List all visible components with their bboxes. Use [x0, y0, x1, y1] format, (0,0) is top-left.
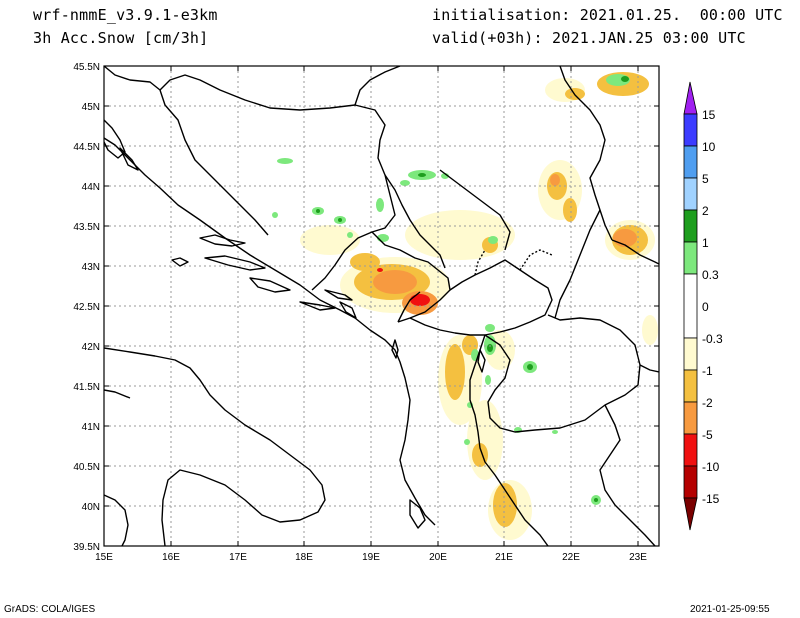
lat-label: 44N: [82, 182, 100, 193]
colorbar-segment: [683, 145, 698, 179]
colorbar-label: 0.3: [702, 268, 719, 282]
lat-label: 40N: [82, 502, 100, 513]
lat-label: 39.5N: [73, 542, 100, 553]
initialisation-time: initialisation: 2021.01.25. 00:00 UTC: [432, 6, 783, 24]
colorbar-top-arrow: [683, 81, 698, 115]
colorbar-segment: [683, 209, 698, 243]
colorbar-label: -2: [702, 396, 713, 410]
valid-time: valid(+03h): 2021.JAN.25 03:00 UTC: [432, 29, 746, 47]
tick-marks: [103, 65, 659, 547]
lat-label: 40.5N: [73, 462, 100, 473]
colorbar-labels: 15 10 5 2 1 0.3 0 -0.3 -1 -2 -5 -10 -15: [702, 108, 723, 506]
colorbar-label: 0: [702, 300, 709, 314]
lat-label: 42N: [82, 342, 100, 353]
colorbar-label: 1: [702, 236, 709, 250]
kosovo-border: [449, 259, 553, 336]
field-title: 3h Acc.Snow [cm/3h]: [33, 29, 209, 47]
north-macedonia-border: [484, 314, 641, 433]
footer-credit: GrADS: COLA/IGES: [4, 604, 96, 615]
lon-label: 22E: [562, 552, 580, 563]
colorbar-segment: [683, 113, 698, 147]
snow-green-dark-areas: [316, 76, 629, 502]
lon-label: 18E: [295, 552, 313, 563]
albania-border: [409, 317, 516, 506]
colorbar-segment: [683, 241, 698, 275]
colorbar-label: 15: [702, 108, 716, 122]
croatia-bosnia-border: [159, 74, 396, 291]
colorbar-segment: [683, 401, 698, 435]
lat-label: 45.5N: [73, 62, 100, 73]
lat-label: 44.5N: [73, 142, 100, 153]
lat-label: 45N: [82, 102, 100, 113]
lon-label: 16E: [162, 552, 180, 563]
latitude-labels: 45.5N 45N 44.5N 44N 43.5N 43N 42.5N 42N …: [73, 62, 100, 553]
colorbar-label: -1: [702, 364, 713, 378]
longitude-labels: 15E 16E 17E 18E 19E 20E 21E 22E 23E: [95, 552, 647, 563]
lat-label: 41.5N: [73, 382, 100, 393]
lat-label: 43.5N: [73, 222, 100, 233]
montenegro-border: [371, 231, 451, 323]
colorbar-label: 2: [702, 204, 709, 218]
lon-label: 19E: [362, 552, 380, 563]
colorbar-segment: [683, 177, 698, 211]
colorbar-segment: [683, 337, 698, 371]
lat-label: 41N: [82, 422, 100, 433]
lon-label: 20E: [429, 552, 447, 563]
model-title: wrf-nmmE_v3.9.1-e3km: [33, 6, 218, 24]
footer-timestamp: 2021-01-25-09:55: [690, 604, 770, 615]
colorbar-bottom-arrow: [683, 497, 698, 531]
snow-heavy-areas: [377, 268, 430, 306]
colorbar: [683, 81, 698, 531]
lon-label: 15E: [95, 552, 113, 563]
lon-label: 17E: [229, 552, 247, 563]
colorbar-label: -15: [702, 492, 720, 506]
lat-label: 42.5N: [73, 302, 100, 313]
colorbar-label: -0.3: [702, 332, 723, 346]
lon-label: 23E: [629, 552, 647, 563]
colorbar-label: -5: [702, 428, 713, 442]
colorbar-label: 5: [702, 172, 709, 186]
colorbar-label: -10: [702, 460, 720, 474]
colorbar-label: 10: [702, 140, 716, 154]
serbia-romania-border: [559, 66, 613, 241]
italian-coast: [104, 347, 326, 546]
lon-label: 21E: [495, 552, 513, 563]
lat-label: 43N: [82, 262, 100, 273]
colorbar-segment: [683, 465, 698, 499]
colorbar-segment: [683, 369, 698, 403]
colorbar-segment: [683, 273, 698, 339]
coastlines-borders: [104, 66, 659, 546]
colorbar-segment: [683, 433, 698, 467]
